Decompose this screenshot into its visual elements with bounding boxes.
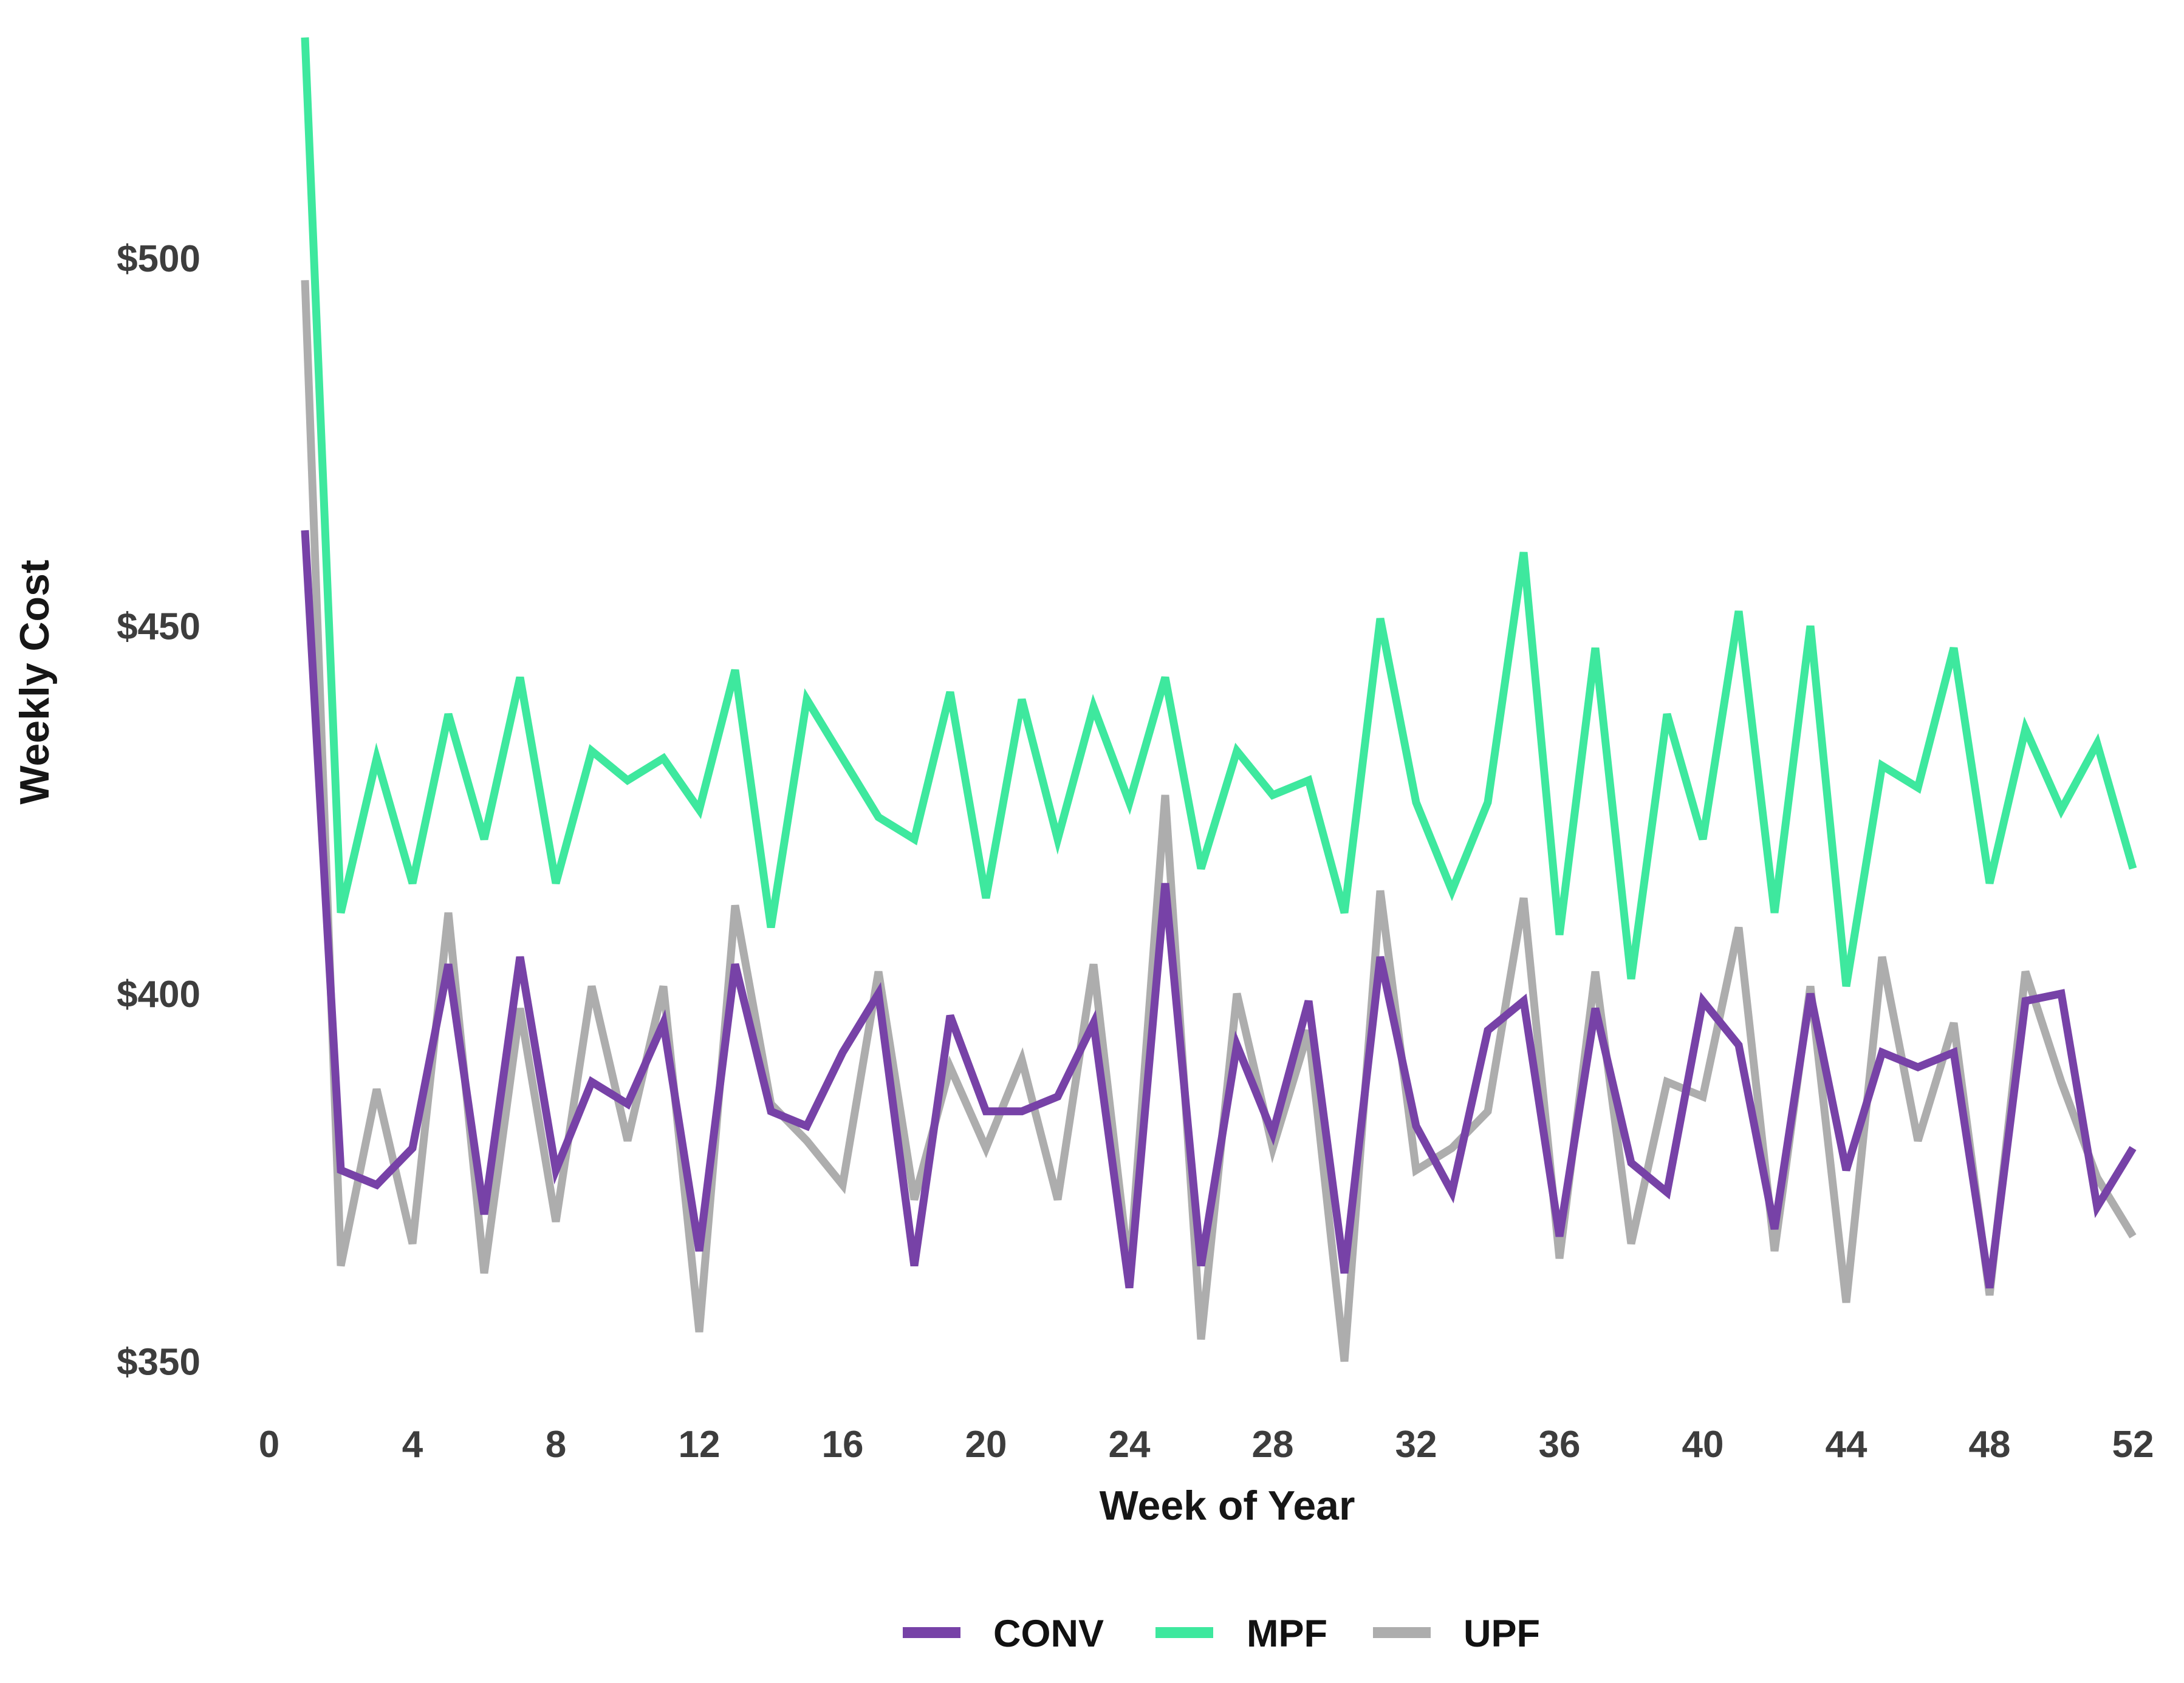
x-tick-label-36: 36 [1539, 1424, 1581, 1466]
x-tick-label-40: 40 [1682, 1424, 1724, 1466]
y-tick-label-450: $450 [117, 606, 200, 648]
x-tick-label-52: 52 [2112, 1424, 2154, 1466]
x-axis-title: Week of Year [1100, 1483, 1355, 1529]
legend: CONV MPF UPF [903, 1613, 1540, 1655]
legend-swatch-CONV [903, 1627, 960, 1638]
x-tick-label-8: 8 [546, 1424, 566, 1466]
x-tick-label-32: 32 [1395, 1424, 1437, 1466]
x-tick-label-44: 44 [1826, 1424, 1867, 1466]
x-axis-ticks: 0 4 8 12 16 20 24 28 32 36 40 44 48 52 [259, 1424, 2154, 1466]
x-tick-label-28: 28 [1252, 1424, 1294, 1466]
x-tick-label-12: 12 [679, 1424, 721, 1466]
y-tick-label-500: $500 [117, 238, 200, 280]
y-tick-label-400: $400 [117, 974, 200, 1016]
x-tick-label-0: 0 [259, 1424, 279, 1466]
legend-label-UPF: UPF [1463, 1613, 1540, 1655]
legend-label-CONV: CONV [993, 1613, 1104, 1655]
x-tick-label-24: 24 [1109, 1424, 1151, 1466]
y-axis-ticks: $350 $400 $450 $500 [117, 238, 200, 1384]
series-line-CONV [301, 530, 2137, 1289]
y-axis-title: Weekly Cost [12, 559, 58, 804]
series-line-MPF [301, 37, 2137, 987]
legend-swatch-UPF [1373, 1627, 1431, 1638]
legend-swatch-MPF [1155, 1627, 1213, 1638]
plot-lines [301, 37, 2137, 1362]
y-tick-label-350: $350 [117, 1342, 200, 1384]
legend-label-MPF: MPF [1247, 1613, 1327, 1655]
x-tick-label-48: 48 [1969, 1424, 2011, 1466]
x-tick-label-16: 16 [822, 1424, 864, 1466]
x-tick-label-4: 4 [402, 1424, 423, 1466]
x-tick-label-20: 20 [965, 1424, 1007, 1466]
